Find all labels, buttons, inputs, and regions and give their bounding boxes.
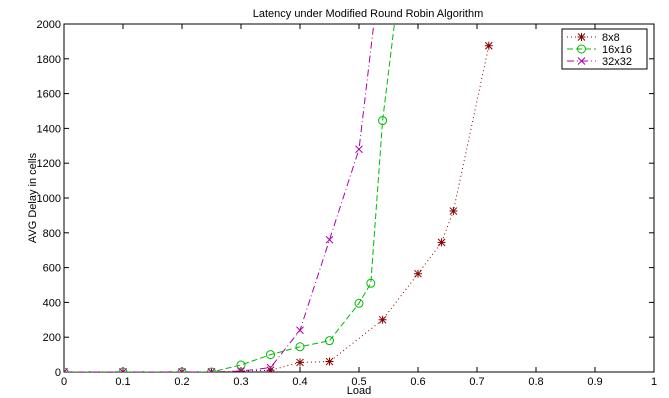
legend-marker [577,57,586,65]
y-tick-label: 200 [43,332,61,344]
legend-item-8x8: 8x8 [567,32,620,44]
series-16x16 [64,24,395,372]
y-tick-label: 0 [55,367,61,379]
legend-item-32x32: 32x32 [567,56,632,68]
data-point-8x8 [296,358,304,367]
data-point-16x16 [207,367,216,372]
y-tick-label: 1200 [37,158,61,170]
chart-title: Latency under Modified Round Robin Algor… [253,8,484,20]
y-tick-label: 400 [43,297,61,309]
legend-marker [577,44,586,54]
y-tick-label: 1400 [37,123,61,135]
x-tick-label: 0.3 [233,376,248,388]
x-tick-label: 1 [651,376,657,388]
series-line-16x16 [64,24,395,372]
data-point-8x8 [378,315,387,324]
data-point-16x16 [354,298,364,308]
data-point-32x32 [237,367,245,372]
data-point-16x16 [378,116,388,126]
data-point-32x32 [207,368,216,372]
series-line-32x32 [64,24,375,372]
series-8x8 [64,41,493,372]
plot-frame [63,23,655,373]
series-32x32 [64,24,375,372]
data-point-32x32 [119,368,127,372]
data-point-16x16 [366,278,376,288]
x-tick-label: 0.4 [292,376,307,388]
data-point-32x32 [178,368,186,372]
data-point-16x16 [118,367,128,372]
x-tick-label: 0.5 [351,376,366,388]
x-tick-label: 0.6 [410,376,425,388]
y-tick-label: 1600 [37,89,61,101]
data-point-32x32 [266,363,275,372]
y-tick-label: 600 [43,263,61,275]
data-point-16x16 [266,350,275,360]
data-point-8x8 [449,207,458,216]
y-tick-label: 800 [43,228,61,240]
data-point-8x8 [437,238,446,247]
x-tick-label: 0.8 [528,376,543,388]
x-tick-label: 0 [61,376,67,388]
data-point-32x32 [64,368,68,372]
data-point-16x16 [295,342,305,352]
legend-marker [577,33,586,41]
x-tick-label: 0.2 [174,376,189,388]
series-layer [64,24,493,372]
data-point-32x32 [296,326,304,335]
data-point-32x32 [355,145,363,154]
legend-label: 16x16 [602,44,632,56]
data-point-8x8 [325,357,334,366]
x-tick-label: 0.1 [115,376,130,388]
data-point-16x16 [325,336,334,346]
y-tick-label: 2000 [37,19,61,31]
data-point-16x16 [177,367,187,372]
data-point-32x32 [325,235,334,244]
series-line-8x8 [64,45,490,372]
legend-label: 32x32 [602,56,632,68]
x-tick-label: 0.7 [469,376,484,388]
data-point-8x8 [266,366,275,372]
y-tick-label: 1000 [37,193,61,205]
data-point-8x8 [414,269,422,278]
y-axis-label: AVG Delay in cells [27,152,39,243]
axis-ticks: 0 0.1 0.2 0.3 0.4 0.5 0.6 0.7 0.8 0.9 1 0 200 400 600 8… [37,19,658,388]
data-point-16x16 [236,360,246,370]
x-axis-label: Load [347,385,371,397]
y-tick-label: 1800 [37,54,61,66]
data-point-8x8 [484,41,493,50]
legend-item-16x16: 16x16 [567,44,632,56]
x-tick-label: 0.9 [587,376,602,388]
legend-label: 8x8 [602,32,620,44]
